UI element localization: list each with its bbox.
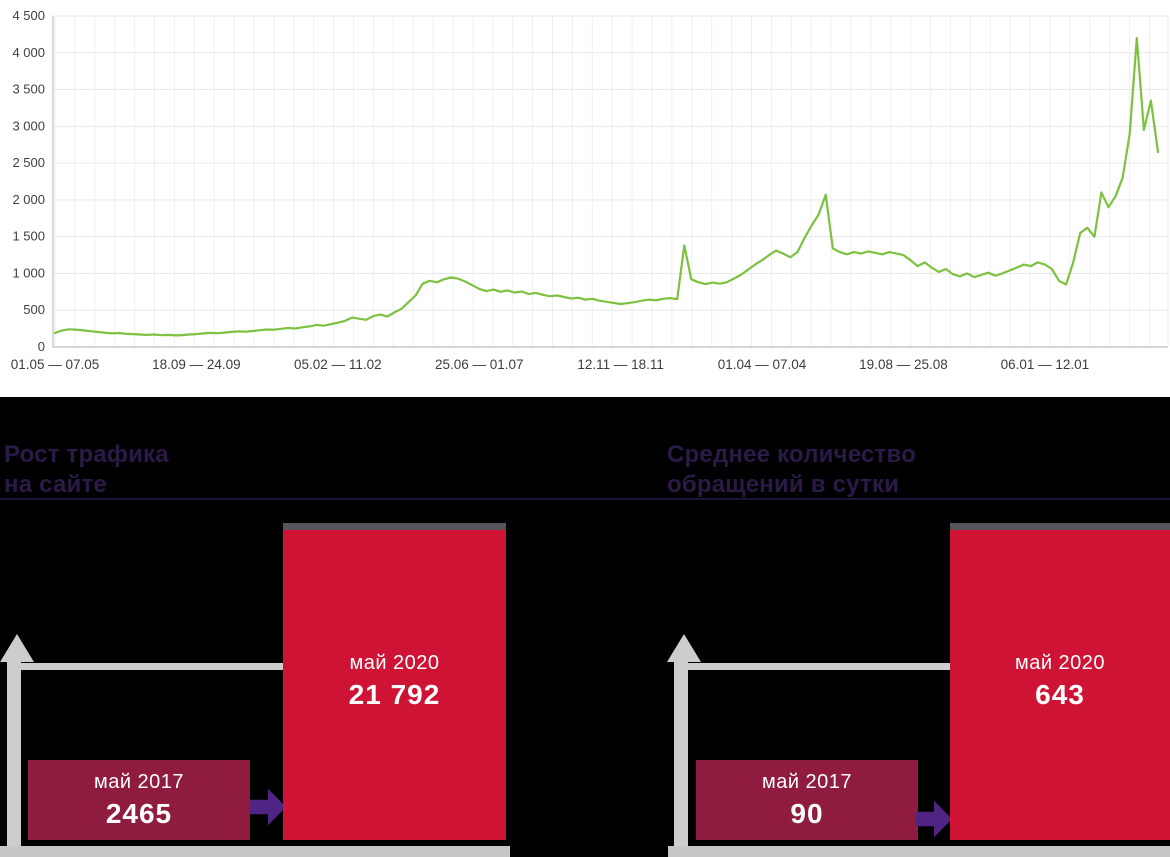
x-axis-label: 19.08 — 25.08	[859, 357, 948, 372]
left-heading-line2: на сайте	[4, 471, 107, 498]
arrow-right-icon	[916, 800, 952, 838]
right-small-bar-label: май 2017	[761, 770, 853, 793]
right-baseline	[668, 846, 1170, 857]
axis-labels: 0 500 1 000 1 500 2 000 2 500 3 000 3 500 4 000 4…	[11, 8, 1089, 372]
left-big-bar: май 2020 21 792	[283, 523, 506, 840]
y-axis-label: 2 000	[12, 192, 45, 207]
arrow-up-icon	[0, 634, 34, 662]
left-axis-horizontal-line	[21, 663, 283, 670]
traffic-series-line	[53, 36, 1160, 337]
y-axis-label: 2 500	[12, 155, 45, 170]
arrow-up-icon	[667, 634, 701, 662]
x-axis-label: 05.02 — 11.02	[294, 357, 382, 372]
y-axis-label: 1 000	[12, 265, 45, 280]
left-heading-line1: Рост трафика	[4, 441, 169, 468]
x-axis-label: 25.06 — 01.07	[435, 357, 524, 372]
gridlines	[53, 15, 1168, 348]
axis-lines	[52, 16, 1169, 348]
right-axis-vertical-line	[674, 659, 688, 857]
y-axis-label: 500	[23, 302, 45, 317]
x-axis-label: 06.01 — 12.01	[1001, 357, 1090, 372]
left-small-bar-label: май 2017	[93, 770, 185, 793]
left-axis-vertical-line	[7, 659, 21, 857]
right-big-bar-label: май 2020	[1014, 652, 1106, 674]
x-axis-label: 01.05 — 07.05	[11, 357, 100, 372]
left-panel-heading: Рост трафика на сайте	[4, 440, 169, 500]
y-axis-label: 3 500	[12, 82, 45, 97]
right-small-bar-value: 90	[790, 797, 824, 829]
left-big-bar-value: 21 792	[348, 679, 441, 710]
left-small-bar-value: 2465	[105, 797, 173, 829]
left-big-bar-top-edge	[283, 523, 506, 530]
right-heading-line2: обращений в сутки	[667, 471, 900, 498]
left-small-bar: май 2017 2465	[28, 760, 250, 840]
right-panel-heading: Среднее количество обращений в сутки	[667, 440, 916, 500]
right-axis-horizontal-line	[688, 663, 950, 670]
right-big-bar: май 2020 643	[950, 523, 1170, 840]
x-axis-label: 12.11 — 18.11	[577, 357, 664, 372]
right-big-bar-top-edge	[950, 523, 1170, 530]
arrow-right-icon	[250, 788, 286, 826]
y-axis-label: 0	[38, 339, 45, 354]
right-heading-line1: Среднее количество	[667, 441, 916, 468]
x-axis-label: 18.09 — 24.09	[152, 357, 241, 372]
weekly-traffic-chart: 0 500 1 000 1 500 2 000 2 500 3 000 3 500 4 000 4…	[0, 0, 1170, 397]
y-axis-label: 4 000	[12, 45, 45, 60]
x-axis-label: 01.04 — 07.04	[718, 357, 807, 372]
right-big-bar-value: 643	[1035, 679, 1085, 710]
right-small-bar: май 2017 90	[696, 760, 918, 840]
traffic-line-chart-canvas: 0 500 1 000 1 500 2 000 2 500 3 000 3 500 4 000 4…	[11, 8, 1169, 372]
y-axis-label: 3 000	[12, 118, 45, 133]
left-big-bar-label: май 2020	[349, 652, 440, 674]
infographic-section: Рост трафика на сайте май 2017 2465 май …	[0, 397, 1170, 857]
y-axis-label: 4 500	[12, 8, 45, 23]
y-axis-label: 1 500	[12, 229, 45, 244]
left-baseline	[0, 846, 510, 857]
section-divider	[0, 498, 1170, 500]
